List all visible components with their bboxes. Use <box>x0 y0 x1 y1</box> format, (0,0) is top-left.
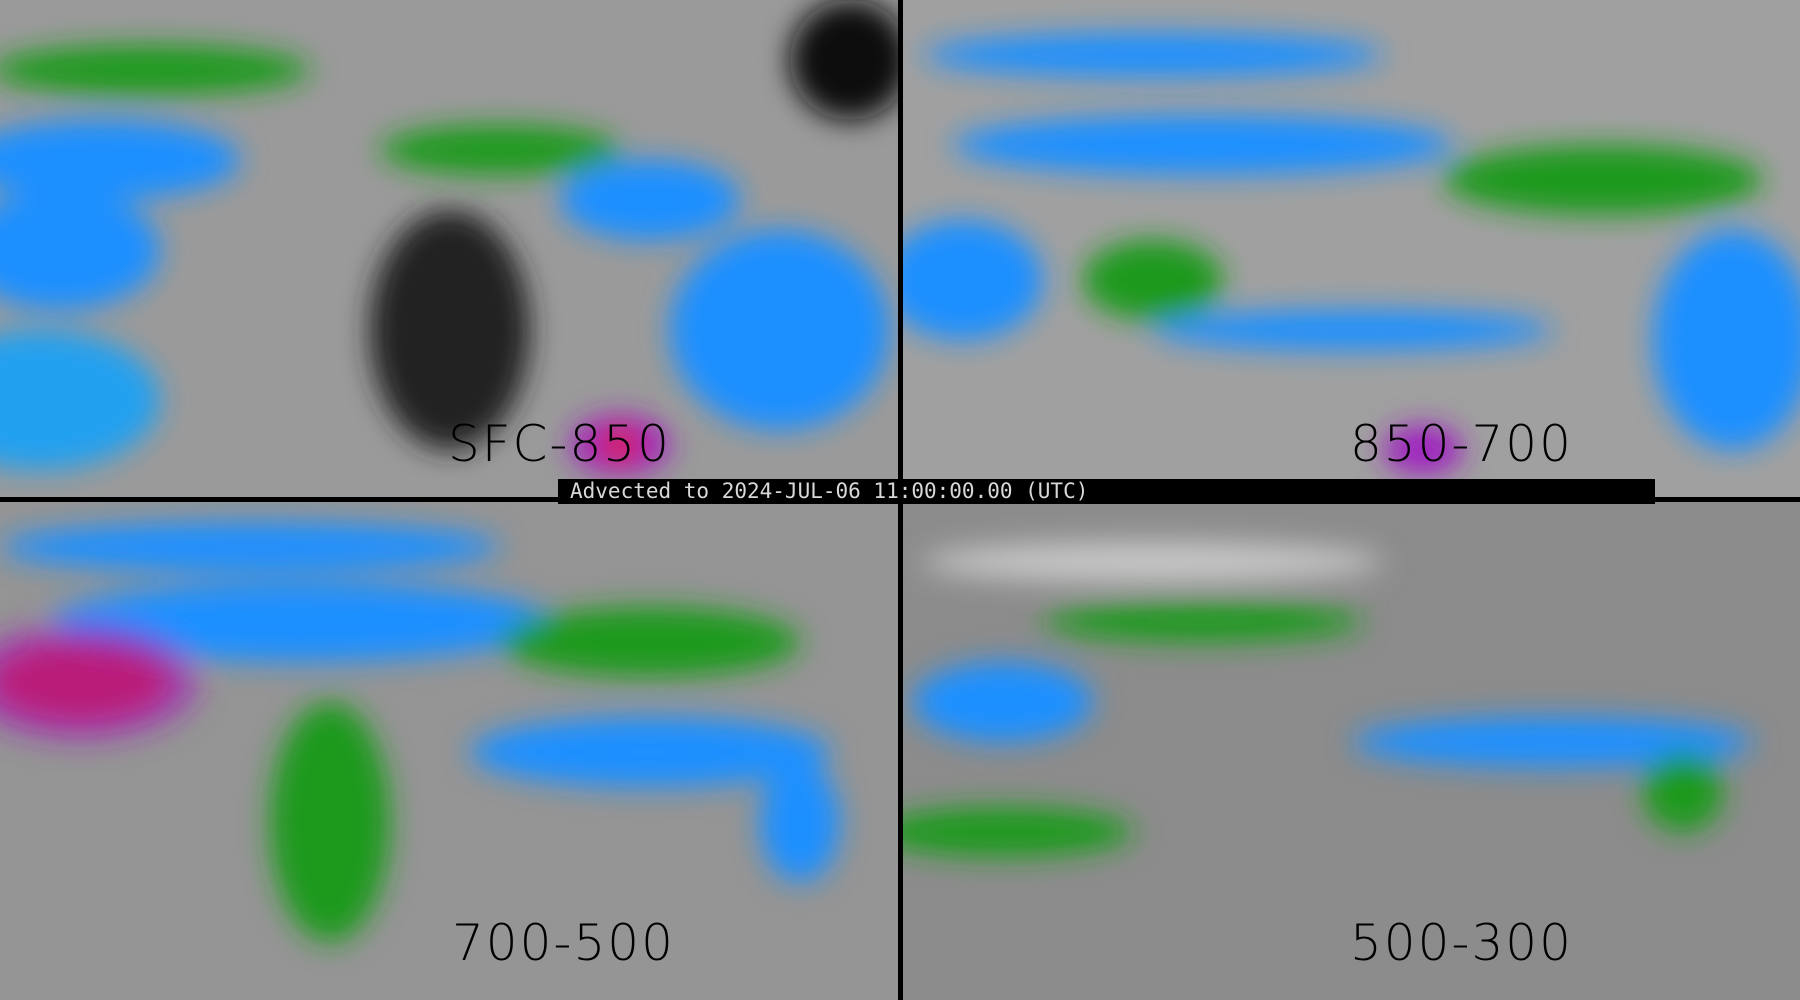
layer-label: 700-500 <box>452 914 675 972</box>
map-field-850-700 <box>903 0 1800 497</box>
layer-label: 850-700 <box>1350 415 1573 473</box>
advection-time-banner: Advected to 2024-JUL-06 11:00:00.00 (UTC… <box>558 479 1655 504</box>
map-panel-700-500: 700-500 <box>0 502 898 1000</box>
map-field-500-300 <box>903 502 1800 1000</box>
map-panel-850-700: 850-700 <box>903 0 1800 497</box>
layer-label: 500-300 <box>1350 914 1573 972</box>
map-panel-sfc-850: SFC-850 <box>0 0 898 497</box>
map-field-700-500 <box>0 502 898 1000</box>
map-panel-500-300: 500-300 <box>903 502 1800 1000</box>
map-field-sfc-850 <box>0 0 898 497</box>
layer-label: SFC-850 <box>448 415 671 473</box>
